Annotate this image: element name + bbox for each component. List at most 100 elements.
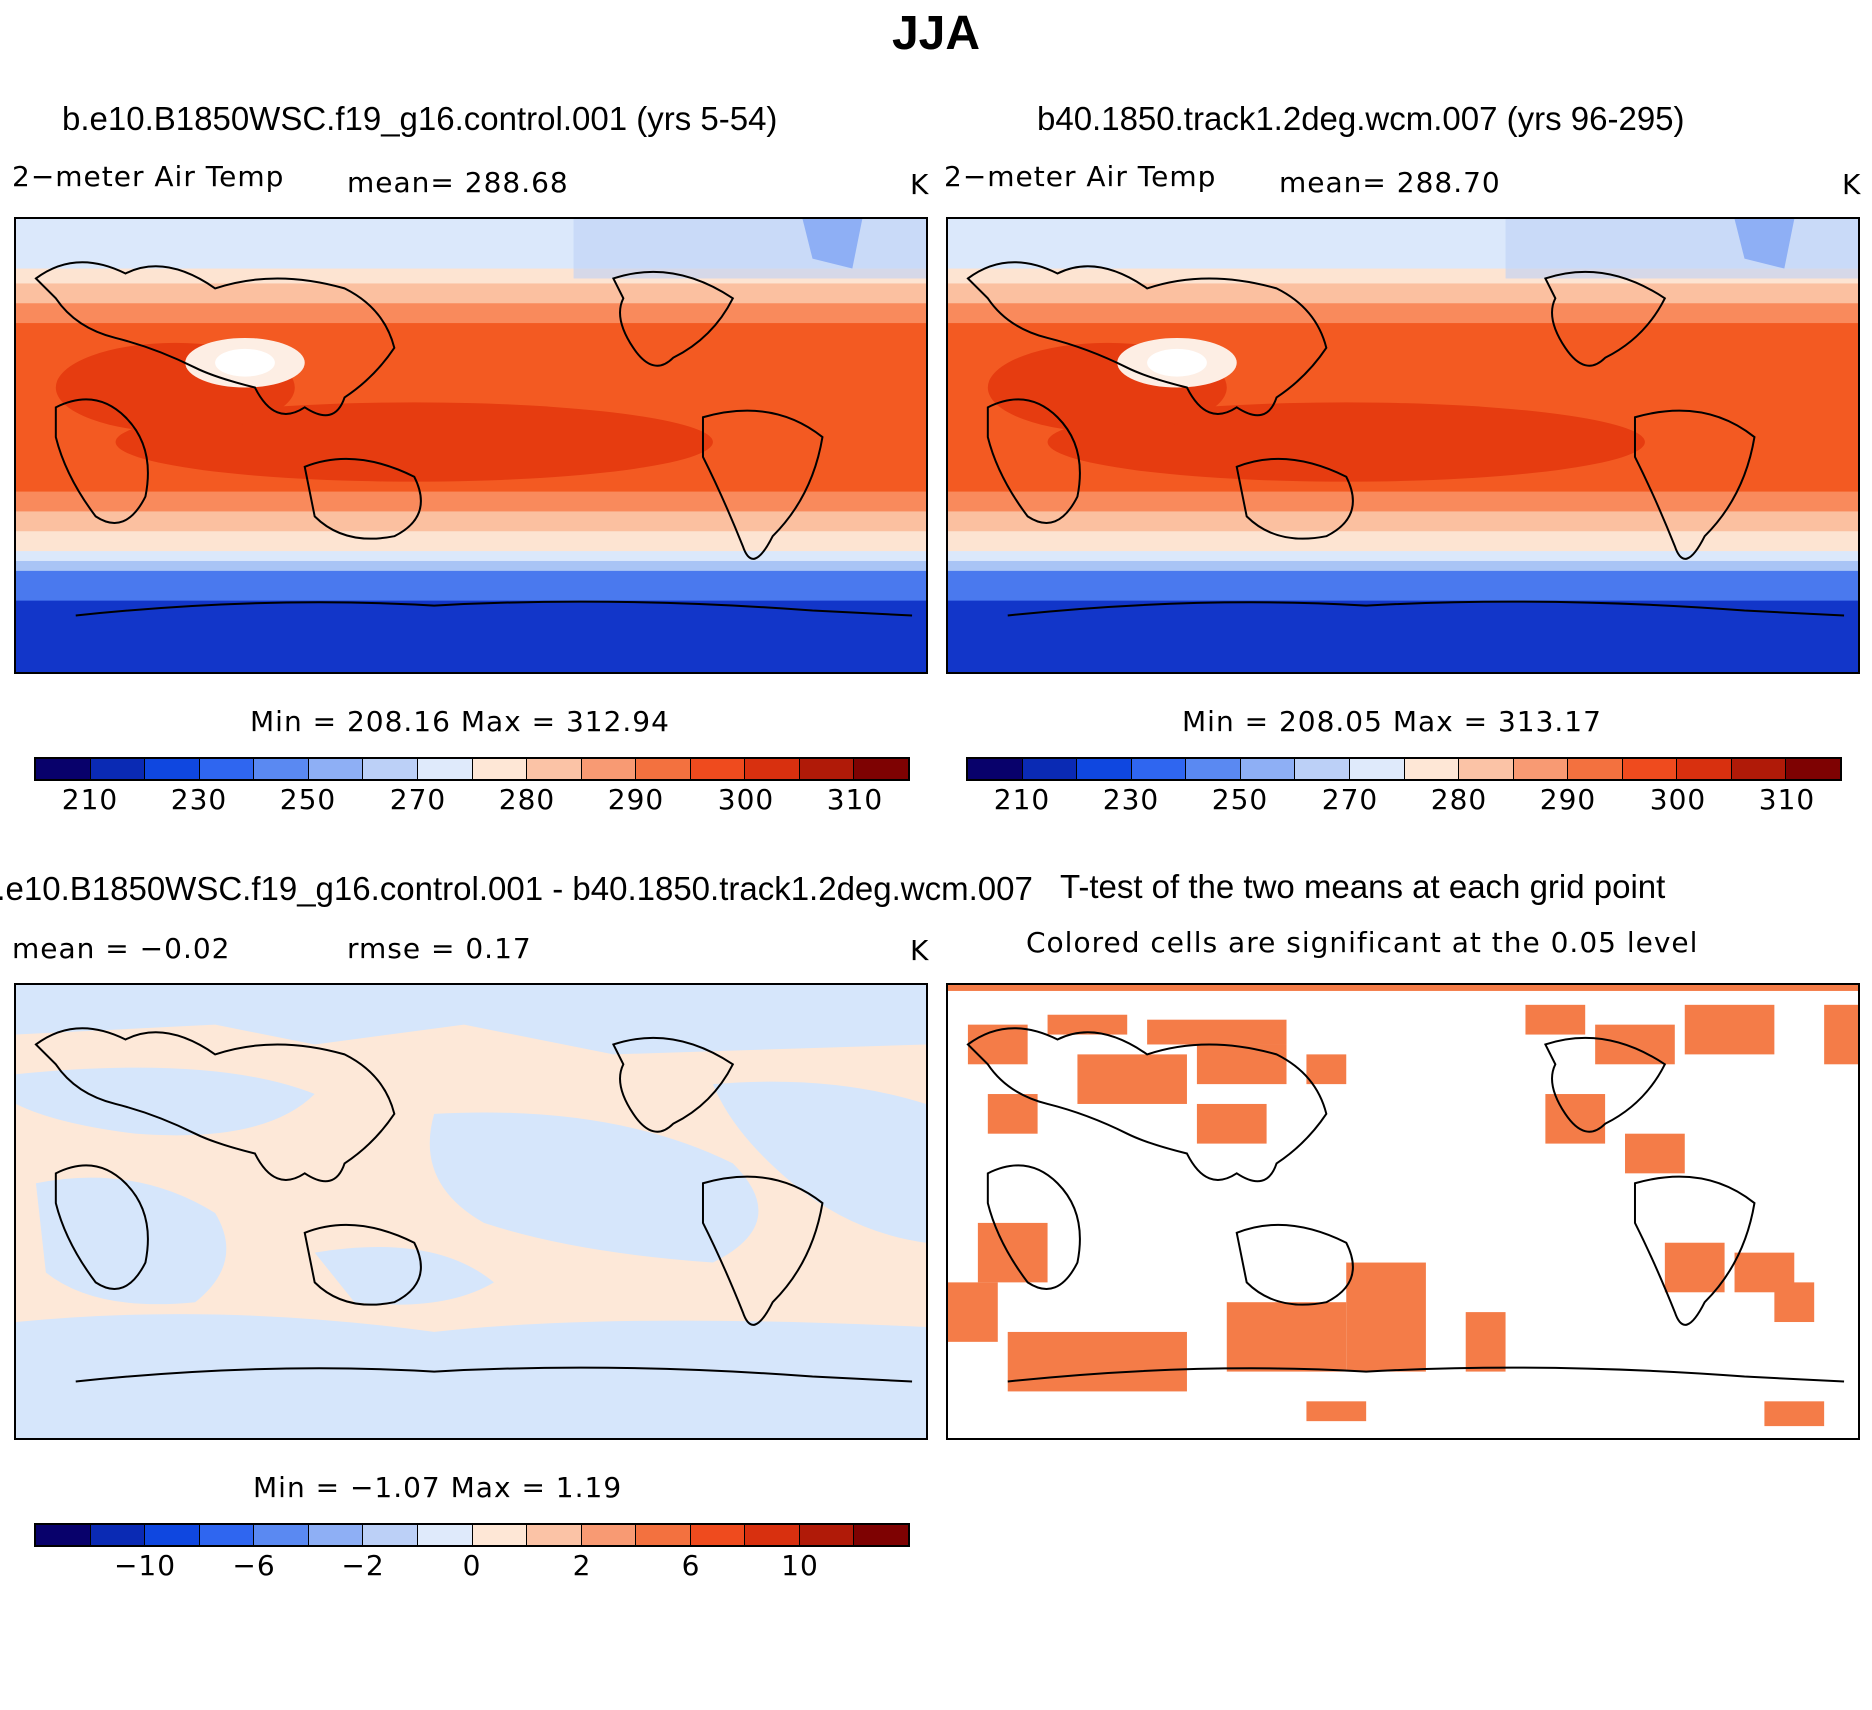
case2-tick: 230 [1102, 783, 1160, 816]
case1-variable: 2−meter Air Temp [12, 160, 285, 193]
case1-tick: 250 [279, 783, 337, 816]
colorbar-swatch [145, 759, 200, 779]
map-arctic-region [1505, 219, 1858, 279]
diff-negative-regions [16, 985, 926, 1438]
colorbar-swatch [636, 759, 691, 779]
case2-units: K [1842, 168, 1862, 201]
colorbar-swatch [199, 759, 255, 779]
colorbar-swatch [90, 1525, 146, 1545]
case1-mean: mean= 288.68 [347, 166, 569, 199]
map-tibet-peak [215, 348, 275, 377]
case1-tick: 270 [389, 783, 447, 816]
colorbar-swatch [254, 759, 309, 779]
map-tropical-core [1047, 402, 1645, 482]
diff-tick: −6 [232, 1549, 276, 1582]
case2-tick: 300 [1649, 783, 1707, 816]
colorbar-swatch [472, 759, 528, 779]
colorbar-swatch [745, 759, 800, 779]
case2-tick: 270 [1321, 783, 1379, 816]
colorbar-swatch [1349, 759, 1405, 779]
case2-mean: mean= 288.70 [1279, 166, 1501, 199]
colorbar-swatch [581, 1525, 637, 1545]
ttest-title: T-test of the two means at each grid poi… [1060, 868, 1666, 905]
colorbar-swatch [199, 1525, 255, 1545]
diff-rmse: rmse = 0.17 [347, 932, 532, 965]
colorbar-swatch [1731, 759, 1787, 779]
colorbar-swatch [690, 759, 746, 779]
case2-variable: 2−meter Air Temp [944, 160, 1217, 193]
colorbar-swatch [527, 1525, 582, 1545]
colorbar-swatch [145, 1525, 200, 1545]
case2-tick: 250 [1211, 783, 1269, 816]
significant-cells [948, 985, 1858, 1427]
colorbar-swatch [1568, 759, 1623, 779]
colorbar-swatch [1677, 759, 1732, 779]
map-arctic-region [573, 219, 926, 279]
colorbar-swatch [799, 1525, 855, 1545]
case2-minmax: Min = 208.05 Max = 313.17 [1182, 705, 1602, 738]
diff-tick: 0 [462, 1549, 482, 1582]
case1-tick: 230 [170, 783, 228, 816]
colorbar-swatch [1786, 759, 1840, 779]
case1-units: K [910, 168, 930, 201]
colorbar-swatch [1240, 759, 1296, 779]
difference-map [14, 983, 928, 1440]
diff-units: K [910, 934, 930, 967]
colorbar-swatch [1131, 759, 1187, 779]
case2-tick: 310 [1758, 783, 1816, 816]
colorbar-swatch [1295, 759, 1350, 779]
colorbar-swatch [36, 1525, 91, 1545]
case1-tick: 300 [717, 783, 775, 816]
colorbar-swatch [745, 1525, 800, 1545]
case1-tick: 280 [498, 783, 556, 816]
coastlines [34, 1027, 913, 1383]
ttest-subtitle: Colored cells are significant at the 0.0… [1026, 926, 1699, 959]
coastlines [966, 261, 1845, 617]
case2-temperature-map [946, 217, 1860, 674]
colorbar-swatch [854, 759, 908, 779]
colorbar-swatch [308, 1525, 364, 1545]
diff-tick: 2 [572, 1549, 592, 1582]
diff-minmax: Min = −1.07 Max = 1.19 [253, 1471, 623, 1504]
colorbar-swatch [308, 759, 364, 779]
colorbar-swatch [799, 759, 855, 779]
colorbar-swatch [854, 1525, 908, 1545]
case2-title: b40.1850.track1.2deg.wcm.007 (yrs 96-295… [1037, 100, 1685, 137]
case2-tick: 290 [1539, 783, 1597, 816]
colorbar-swatch [1022, 759, 1078, 779]
diff-tick: −2 [341, 1549, 385, 1582]
case2-tick: 210 [993, 783, 1051, 816]
diff-tick: 10 [781, 1549, 819, 1582]
colorbar-swatch [363, 1525, 418, 1545]
case1-minmax: Min = 208.16 Max = 312.94 [250, 705, 670, 738]
diff-tick: 6 [681, 1549, 701, 1582]
case1-temperature-map [14, 217, 928, 674]
colorbar-swatch [636, 1525, 691, 1545]
map-tropical-core [115, 402, 713, 482]
case2-tick: 280 [1430, 783, 1488, 816]
colorbar-swatch [1186, 759, 1241, 779]
colorbar-swatch [1622, 759, 1678, 779]
colorbar-swatch [36, 759, 91, 779]
case2-colorbar [966, 757, 1842, 781]
colorbar-swatch [90, 759, 146, 779]
colorbar-swatch [1077, 759, 1132, 779]
diff-tick: −10 [113, 1549, 177, 1582]
colorbar-swatch [1404, 759, 1460, 779]
colorbar-swatch [417, 759, 473, 779]
colorbar-swatch [968, 759, 1023, 779]
map-greenland [802, 219, 863, 269]
case1-tick: 290 [607, 783, 665, 816]
ttest-map [946, 983, 1860, 1440]
case1-tick: 310 [826, 783, 884, 816]
diff-mean: mean = −0.02 [12, 932, 231, 965]
diff-title: b.e10.B1850WSC.f19_g16.control.001 - b40… [0, 870, 1033, 907]
coastlines [966, 1027, 1845, 1383]
colorbar-swatch [581, 759, 637, 779]
map-greenland [1734, 219, 1795, 269]
colorbar-swatch [527, 759, 582, 779]
case1-tick: 210 [61, 783, 119, 816]
coastlines [34, 261, 913, 617]
figure-title: JJA [891, 7, 981, 60]
map-tibet-peak [1147, 348, 1207, 377]
